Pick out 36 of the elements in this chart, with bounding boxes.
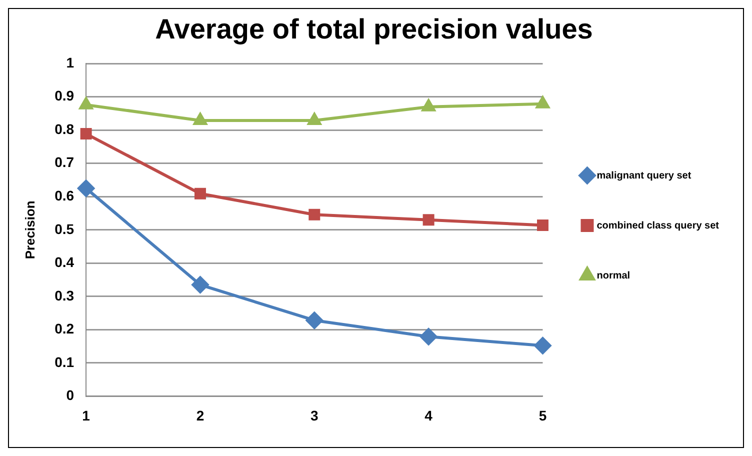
point [420,328,438,346]
point [192,276,209,294]
point [308,112,322,125]
y-tick-label: 0.8 [54,120,74,137]
point [80,128,92,140]
legend-label: normal [596,270,630,282]
y-tick-label: 0 [66,387,74,404]
y-tick-label: 0.7 [54,154,74,170]
x-tick-label: 2 [196,407,204,424]
point [422,214,434,226]
point [536,96,550,108]
chart-title: Average of total precision values [155,14,593,45]
x-tick-label: 5 [538,407,547,424]
x-tick-label: 1 [82,407,90,424]
point [536,220,548,231]
point [308,208,320,220]
point [194,112,207,125]
y-tick-label: 0.5 [54,220,74,237]
point [78,180,95,197]
y-tick-label: 0.2 [54,320,74,337]
point [534,337,552,354]
y-tick-label: 0.4 [54,254,74,270]
legend-label: malignant query set [596,170,692,182]
point [306,312,323,329]
y-axis-title: Precision [22,200,38,260]
point [422,99,436,112]
point [194,188,206,200]
x-tick-label: 3 [310,407,318,424]
y-tick-label: 0.3 [54,287,74,304]
y-tick-label: 0.9 [54,88,74,104]
y-tick-label: 1 [66,54,74,70]
point [79,97,93,110]
y-tick-label: 0.1 [54,354,74,370]
x-tick-label: 4 [424,407,433,424]
legend-label: combined class query set [596,220,720,232]
y-tick-label: 0.6 [54,188,74,204]
